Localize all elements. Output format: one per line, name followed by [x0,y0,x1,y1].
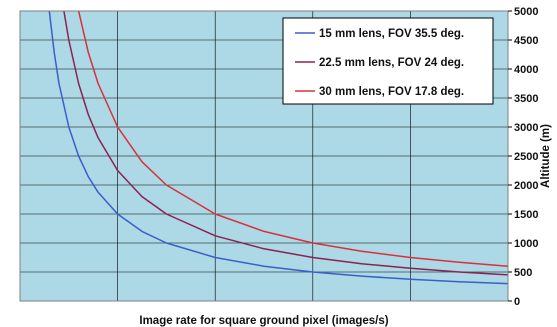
y-tick-label: 1000 [514,238,538,250]
y-tick-label: 5000 [514,6,538,18]
series-lines [48,11,508,285]
legend-label-2: 22.5 mm lens, FOV 24 deg. [319,57,464,69]
y-tick-label: 4500 [514,35,538,47]
y-tick-label: 2500 [514,151,538,163]
y-axis-ticks: 0 500 1000 1500 2000 2500 3000 3500 4000 4500 5000 [508,6,538,308]
y-tick-label: 500 [514,267,532,279]
y-tick-label: 2000 [514,180,538,192]
y-axis-title: Altitude (m) [540,124,552,188]
series-line-1 [48,11,508,285]
series-line-3 [77,11,508,267]
y-tick-label: 1500 [514,209,538,221]
legend-label-1: 15 mm lens, FOV 35.5 deg. [319,28,464,40]
y-tick-label: 4000 [514,64,538,76]
legend-label-3: 30 mm lens, FOV 17.8 deg. [319,86,464,98]
legend-box [282,17,494,105]
series-line-2 [63,11,508,276]
legend: 15 mm lens, FOV 35.5 deg. 22.5 mm lens, … [282,17,494,105]
y-tick-label: 3500 [514,93,538,105]
y-tick-label: 0 [514,296,520,308]
x-axis-title: Image rate for square ground pixel (imag… [139,315,388,327]
y-tick-label: 3000 [514,122,538,134]
